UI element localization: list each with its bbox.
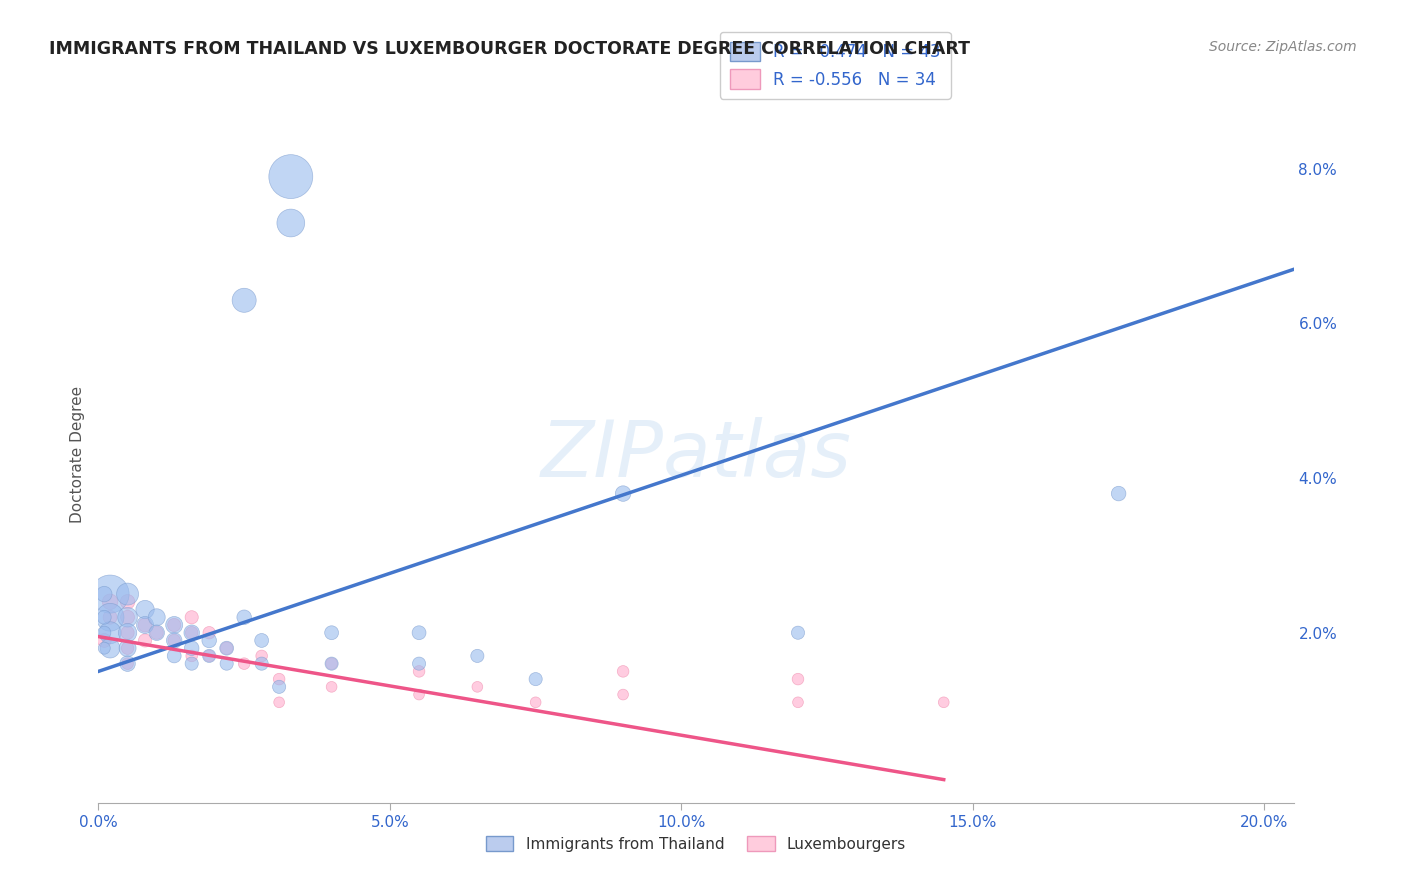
Point	[269, 695, 291, 709]
Point	[280, 216, 302, 230]
Point	[467, 648, 489, 663]
Point	[163, 633, 186, 648]
Point	[198, 633, 221, 648]
Point	[787, 695, 810, 709]
Point	[321, 657, 343, 671]
Point	[198, 648, 221, 663]
Point	[250, 633, 273, 648]
Point	[180, 657, 202, 671]
Point	[215, 641, 238, 656]
Point	[932, 695, 955, 709]
Point	[98, 587, 121, 601]
Point	[163, 618, 186, 632]
Point	[321, 680, 343, 694]
Point	[117, 610, 139, 624]
Point	[180, 641, 202, 656]
Point	[269, 680, 291, 694]
Point	[93, 610, 115, 624]
Point	[117, 610, 139, 624]
Point	[467, 680, 489, 694]
Point	[117, 657, 139, 671]
Point	[117, 625, 139, 640]
Point	[233, 610, 256, 624]
Point	[117, 641, 139, 656]
Point	[280, 169, 302, 184]
Point	[180, 648, 202, 663]
Point	[117, 625, 139, 640]
Point	[93, 625, 115, 640]
Point	[134, 602, 156, 616]
Point	[145, 610, 167, 624]
Point	[250, 657, 273, 671]
Text: IMMIGRANTS FROM THAILAND VS LUXEMBOURGER DOCTORATE DEGREE CORRELATION CHART: IMMIGRANTS FROM THAILAND VS LUXEMBOURGER…	[49, 40, 970, 58]
Point	[250, 648, 273, 663]
Point	[98, 610, 121, 624]
Point	[269, 672, 291, 686]
Point	[180, 625, 202, 640]
Point	[180, 625, 202, 640]
Point	[612, 688, 634, 702]
Point	[787, 625, 810, 640]
Point	[117, 587, 139, 601]
Point	[145, 625, 167, 640]
Point	[163, 618, 186, 632]
Point	[134, 618, 156, 632]
Text: Source: ZipAtlas.com: Source: ZipAtlas.com	[1209, 40, 1357, 54]
Point	[233, 657, 256, 671]
Point	[98, 641, 121, 656]
Point	[408, 657, 430, 671]
Point	[98, 595, 121, 609]
Point	[1108, 486, 1130, 500]
Point	[198, 648, 221, 663]
Point	[93, 587, 115, 601]
Point	[215, 641, 238, 656]
Point	[117, 595, 139, 609]
Point	[163, 633, 186, 648]
Point	[134, 633, 156, 648]
Point	[98, 625, 121, 640]
Point	[180, 610, 202, 624]
Point	[408, 665, 430, 679]
Point	[117, 641, 139, 656]
Point	[93, 633, 115, 648]
Text: ZIPatlas: ZIPatlas	[540, 417, 852, 493]
Point	[321, 657, 343, 671]
Point	[163, 648, 186, 663]
Point	[321, 625, 343, 640]
Point	[408, 688, 430, 702]
Point	[117, 657, 139, 671]
Point	[145, 625, 167, 640]
Point	[524, 695, 547, 709]
Point	[787, 672, 810, 686]
Point	[233, 293, 256, 308]
Point	[98, 610, 121, 624]
Point	[134, 618, 156, 632]
Point	[524, 672, 547, 686]
Point	[408, 625, 430, 640]
Y-axis label: Doctorate Degree: Doctorate Degree	[69, 386, 84, 524]
Point	[215, 657, 238, 671]
Legend: Immigrants from Thailand, Luxembourgers: Immigrants from Thailand, Luxembourgers	[479, 830, 912, 858]
Point	[612, 665, 634, 679]
Point	[612, 486, 634, 500]
Point	[198, 625, 221, 640]
Point	[93, 641, 115, 656]
